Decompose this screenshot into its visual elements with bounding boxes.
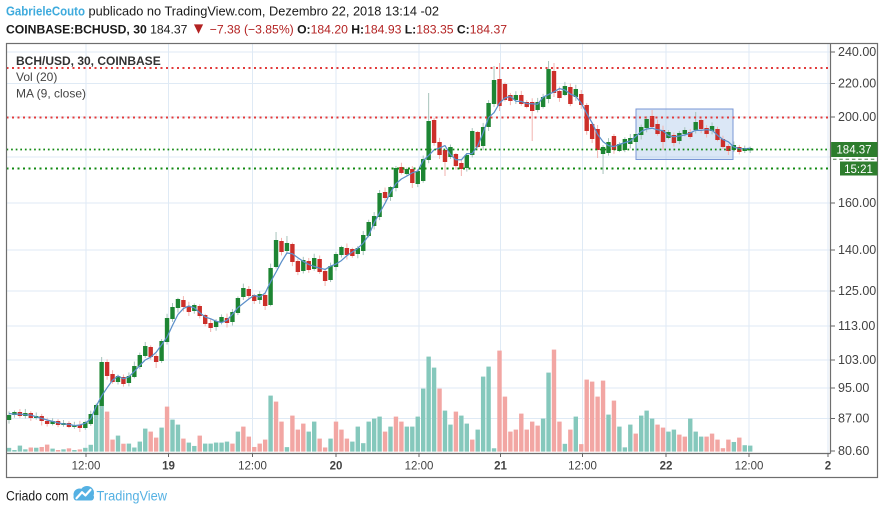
svg-text:200.00: 200.00	[838, 110, 876, 124]
svg-text:MA (9, close): MA (9, close)	[16, 87, 86, 101]
svg-text:220.00: 220.00	[838, 77, 876, 91]
svg-text:Vol (20): Vol (20)	[16, 70, 57, 84]
svg-text:GabrieleCouto publicado no Tra: GabrieleCouto publicado no TradingView.c…	[6, 4, 439, 19]
svg-text:12:00: 12:00	[735, 461, 764, 473]
svg-text:87.00: 87.00	[838, 412, 869, 426]
svg-text:TradingView: TradingView	[97, 489, 168, 504]
svg-text:80.60: 80.60	[838, 444, 869, 458]
svg-text:140.00: 140.00	[838, 243, 876, 257]
svg-text:BCH/USD, 30, COINBASE: BCH/USD, 30, COINBASE	[16, 54, 161, 68]
svg-text:12:00: 12:00	[72, 461, 101, 473]
svg-text:20: 20	[330, 461, 343, 473]
svg-text:Criado com: Criado com	[6, 489, 69, 504]
svg-text:103.00: 103.00	[838, 353, 876, 367]
svg-text:12:00: 12:00	[238, 461, 267, 473]
svg-text:COINBASE:BCHUSD, 30 184.37 ▼ −: COINBASE:BCHUSD, 30 184.37 ▼ −7.38 (−3.8…	[6, 21, 507, 38]
svg-text:125.00: 125.00	[838, 284, 876, 298]
svg-text:184.37: 184.37	[836, 145, 871, 157]
svg-text:113.00: 113.00	[838, 319, 875, 333]
svg-text:160.00: 160.00	[838, 196, 876, 210]
svg-text:12:00: 12:00	[405, 461, 434, 473]
svg-text:22: 22	[660, 461, 673, 473]
svg-text:21: 21	[494, 461, 507, 473]
svg-text:240.00: 240.00	[838, 45, 876, 59]
svg-text:19: 19	[162, 461, 175, 473]
svg-text:12:00: 12:00	[568, 461, 597, 473]
svg-text:2: 2	[825, 461, 831, 473]
svg-text:95.00: 95.00	[838, 381, 869, 395]
svg-text:15:21: 15:21	[844, 164, 873, 176]
